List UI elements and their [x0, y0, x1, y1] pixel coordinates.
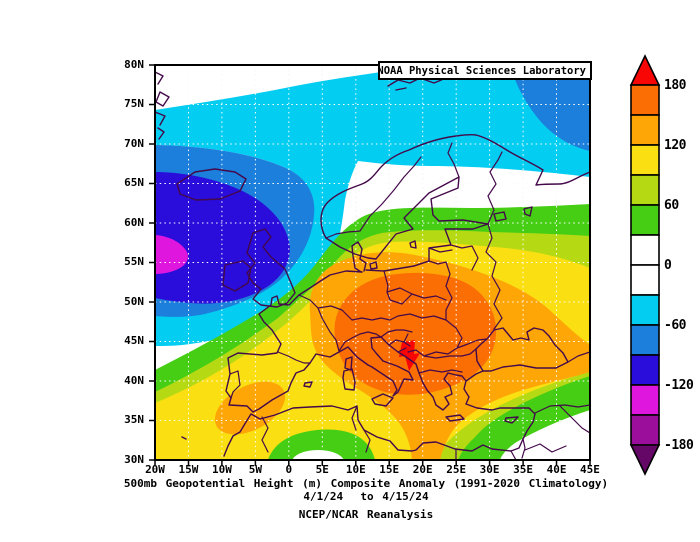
coast-turkey-africa — [223, 380, 536, 457]
colorbar-tick-label: -60 — [664, 317, 686, 333]
colorbar-segment — [630, 234, 660, 266]
longitude-tick-label: 40E — [546, 463, 567, 476]
credit-label: NOAA Physical Sciences Laboratory — [377, 64, 586, 77]
latitude-tick-label: 35N — [124, 413, 144, 426]
longitude-tick-label: 35E — [513, 463, 533, 476]
colorbar-segment — [630, 294, 660, 326]
coast-denmark — [351, 241, 378, 273]
longitude-tick-label: 20E — [412, 463, 433, 476]
latitude-axis: 80N 75N 70N 65N 60N 55N 50N 45N 40N 35N 30N — [108, 58, 149, 465]
colorbar-segment — [630, 324, 660, 356]
region-positive-150-180 — [334, 272, 497, 395]
country-borders — [229, 142, 590, 460]
region-south-dip-white — [292, 450, 344, 460]
colorbar — [629, 54, 661, 476]
region-negative-120-150 — [155, 235, 188, 274]
longitude-tick-label: 15E — [379, 463, 400, 476]
longitude-tick-label: 25E — [446, 463, 467, 476]
coast-iceland — [176, 168, 247, 201]
coastlines — [155, 71, 590, 460]
coast-islands — [181, 206, 533, 440]
region-levant-white — [500, 410, 590, 460]
latitude-tick-label: 55N — [124, 255, 144, 268]
latitude-tick-label: 45N — [124, 334, 144, 347]
colorbar-tick-label: 60 — [664, 197, 679, 213]
plot-data-source: NCEP/NCAR Reanalysis — [298, 508, 434, 521]
latitude-tick-label: 80N — [124, 57, 144, 71]
latitude-tick-label: 50N — [124, 294, 144, 308]
colorbar-tick-label: -180 — [664, 437, 694, 453]
coast-greenland-fragments — [155, 71, 170, 140]
credit-box: NOAA Physical Sciences Laboratory — [377, 61, 592, 80]
longitude-tick-label: 30E — [479, 463, 500, 476]
colorbar-segment — [630, 144, 660, 176]
longitude-tick-label: 15W — [178, 463, 199, 476]
colorbar-tick-label: 180 — [664, 77, 686, 93]
colorbar-arrow-bottom — [629, 444, 661, 476]
longitude-tick-label: 10W — [211, 463, 232, 476]
colorbar-tick-label: -120 — [664, 377, 694, 393]
colorbar-segment — [630, 414, 660, 446]
longitude-tick-label: 20W — [145, 463, 165, 476]
colorbar-tick-label: 0 — [664, 257, 672, 273]
colorbar-segment — [630, 204, 660, 236]
longitude-tick-label: 45E — [580, 463, 600, 476]
latitude-tick-label: 60N — [124, 215, 144, 229]
colorbar-segment — [630, 114, 660, 146]
coast-svalbard — [387, 77, 447, 91]
region-negative-30-60 — [155, 65, 590, 346]
coast-ireland — [222, 260, 252, 292]
coast-scandinavia-arctic — [320, 133, 590, 239]
axis-ticks — [149, 64, 591, 466]
region-positive-gt180 — [399, 340, 420, 371]
colorbar-tick-label: 120 — [664, 137, 686, 153]
longitude-axis: 20W 15W 10W 5W 0 5E 10E 15E 20E 25E 30E 35E 40E 45E — [145, 462, 600, 476]
colorbar-segment — [630, 384, 660, 416]
anomaly-fill-layers — [155, 65, 590, 460]
latitude-tick-label: 30N — [124, 452, 144, 466]
region-south-dip-green — [268, 429, 375, 460]
colorbar-segment — [630, 354, 660, 386]
plot-title: 500mb Geopotential Height (m) Composite … — [123, 477, 609, 490]
colorbar-segment — [630, 264, 660, 296]
region-negative-90-120 — [155, 172, 290, 304]
longitude-tick-label: 5E — [315, 463, 329, 476]
colorbar-arrow-top — [629, 54, 661, 86]
coast-baltic — [325, 176, 489, 272]
colorbar-segment — [630, 174, 660, 206]
colorbar-segment — [630, 84, 660, 116]
latitude-tick-label: 75N — [124, 97, 144, 110]
latitude-tick-label: 70N — [124, 136, 144, 150]
region-negative-60-90-barents — [510, 65, 590, 151]
longitude-tick-label: 5W — [248, 463, 262, 476]
coast-continental-europe — [225, 270, 569, 413]
longitude-tick-label: 10E — [345, 463, 366, 476]
longitude-tick-label: 0 — [285, 463, 293, 476]
latitude-tick-label: 65N — [124, 176, 144, 189]
caption: 500mb Geopotential Height (m) Composite … — [37, 477, 695, 521]
plot-date-range: 4/1/24 to 4/15/24 — [303, 490, 429, 503]
latitude-tick-label: 40N — [124, 373, 144, 387]
colorbar-scale: 180 120 60 0 -60 -120 -180 — [664, 78, 700, 475]
